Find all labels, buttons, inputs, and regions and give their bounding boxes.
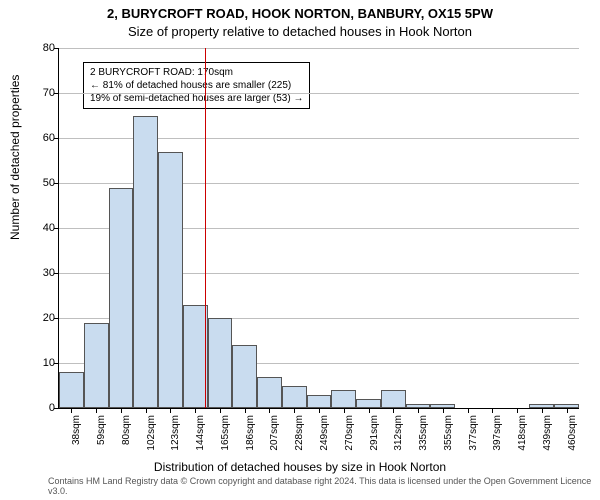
x-tick-label: 186sqm: [245, 415, 256, 455]
grid-line: [59, 93, 579, 94]
y-tick-label: 70: [29, 87, 55, 99]
x-tick-mark: [121, 408, 122, 413]
chart-container: 2, BURYCROFT ROAD, HOOK NORTON, BANBURY,…: [0, 0, 600, 500]
x-tick-mark: [195, 408, 196, 413]
chart-title-main: 2, BURYCROFT ROAD, HOOK NORTON, BANBURY,…: [0, 6, 600, 21]
y-tick-label: 0: [29, 402, 55, 414]
x-tick-label: 335sqm: [418, 415, 429, 455]
histogram-bar: [158, 152, 183, 409]
x-tick-mark: [269, 408, 270, 413]
x-tick-label: 102sqm: [146, 415, 157, 455]
histogram-bar: [133, 116, 158, 409]
x-tick-mark: [294, 408, 295, 413]
x-tick-mark: [369, 408, 370, 413]
histogram-bar: [183, 305, 208, 409]
x-tick-mark: [170, 408, 171, 413]
histogram-bar: [257, 377, 282, 409]
x-tick-mark: [492, 408, 493, 413]
y-tick-label: 40: [29, 222, 55, 234]
histogram-bar: [109, 188, 134, 409]
x-axis-label: Distribution of detached houses by size …: [0, 460, 600, 474]
y-axis-label: Number of detached properties: [8, 75, 22, 240]
x-tick-label: 207sqm: [269, 415, 280, 455]
x-tick-label: 355sqm: [443, 415, 454, 455]
x-tick-label: 460sqm: [567, 415, 578, 455]
y-tick-label: 60: [29, 132, 55, 144]
y-tick-label: 30: [29, 267, 55, 279]
x-tick-mark: [393, 408, 394, 413]
x-tick-mark: [418, 408, 419, 413]
histogram-bar: [84, 323, 109, 409]
x-tick-mark: [468, 408, 469, 413]
x-tick-label: 439sqm: [542, 415, 553, 455]
footer-attribution: Contains HM Land Registry data © Crown c…: [48, 476, 600, 496]
x-tick-mark: [96, 408, 97, 413]
x-tick-mark: [71, 408, 72, 413]
histogram-bar: [307, 395, 332, 409]
annotation-box: 2 BURYCROFT ROAD: 170sqm ← 81% of detach…: [83, 62, 310, 109]
x-tick-label: 165sqm: [220, 415, 231, 455]
chart-title-sub: Size of property relative to detached ho…: [0, 24, 600, 39]
x-tick-mark: [443, 408, 444, 413]
x-tick-label: 144sqm: [195, 415, 206, 455]
x-tick-mark: [146, 408, 147, 413]
histogram-bar: [381, 390, 406, 408]
x-tick-label: 312sqm: [393, 415, 404, 455]
x-tick-label: 291sqm: [369, 415, 380, 455]
y-tick-label: 50: [29, 177, 55, 189]
annotation-line1: 2 BURYCROFT ROAD: 170sqm: [90, 66, 303, 79]
plot-area: 2 BURYCROFT ROAD: 170sqm ← 81% of detach…: [58, 48, 579, 409]
x-tick-label: 377sqm: [468, 415, 479, 455]
x-tick-label: 123sqm: [170, 415, 181, 455]
y-tick-label: 20: [29, 312, 55, 324]
x-tick-mark: [344, 408, 345, 413]
histogram-bar: [232, 345, 257, 408]
x-tick-mark: [245, 408, 246, 413]
y-tick-label: 80: [29, 42, 55, 54]
histogram-bar: [331, 390, 356, 408]
x-tick-mark: [220, 408, 221, 413]
histogram-bar: [208, 318, 233, 408]
x-tick-label: 38sqm: [71, 415, 82, 455]
x-tick-mark: [542, 408, 543, 413]
x-tick-label: 228sqm: [294, 415, 305, 455]
x-tick-mark: [319, 408, 320, 413]
y-tick-label: 10: [29, 357, 55, 369]
x-tick-label: 80sqm: [121, 415, 132, 455]
x-tick-label: 270sqm: [344, 415, 355, 455]
histogram-bar: [356, 399, 381, 408]
histogram-bar: [282, 386, 307, 409]
x-tick-mark: [517, 408, 518, 413]
x-tick-mark: [567, 408, 568, 413]
x-tick-label: 397sqm: [492, 415, 503, 455]
reference-line: [205, 48, 206, 408]
x-tick-label: 418sqm: [517, 415, 528, 455]
grid-line: [59, 48, 579, 49]
x-tick-label: 59sqm: [96, 415, 107, 455]
x-tick-label: 249sqm: [319, 415, 330, 455]
histogram-bar: [59, 372, 84, 408]
annotation-line2: ← 81% of detached houses are smaller (22…: [90, 79, 303, 92]
